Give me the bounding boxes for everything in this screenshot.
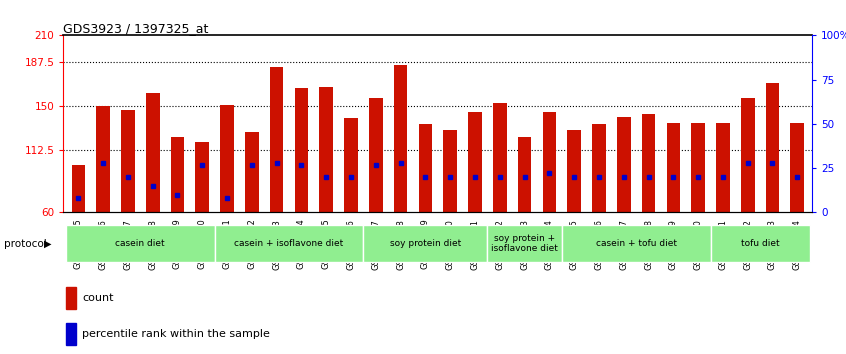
Text: protocol: protocol <box>4 239 47 249</box>
Bar <box>667 123 680 212</box>
Bar <box>270 67 283 212</box>
Bar <box>66 225 215 262</box>
Bar <box>542 112 556 212</box>
Bar <box>468 112 482 212</box>
Text: casein + tofu diet: casein + tofu diet <box>596 239 677 248</box>
Bar <box>369 98 382 212</box>
Bar <box>487 225 562 262</box>
Text: percentile rank within the sample: percentile rank within the sample <box>82 329 271 339</box>
Bar <box>711 225 810 262</box>
Bar <box>393 65 408 212</box>
Bar <box>171 137 184 212</box>
Bar <box>766 82 779 212</box>
Bar <box>220 105 233 212</box>
Bar <box>419 124 432 212</box>
Bar <box>72 165 85 212</box>
Bar <box>121 110 135 212</box>
Bar <box>65 287 76 309</box>
Bar <box>493 103 507 212</box>
Text: GDS3923 / 1397325_at: GDS3923 / 1397325_at <box>63 22 209 35</box>
Bar <box>245 132 259 212</box>
Bar <box>443 130 457 212</box>
Bar <box>146 93 160 212</box>
Bar <box>562 225 711 262</box>
Text: soy protein diet: soy protein diet <box>390 239 461 248</box>
Bar <box>320 87 333 212</box>
Bar <box>215 225 364 262</box>
Text: casein + isoflavone diet: casein + isoflavone diet <box>234 239 343 248</box>
Bar <box>790 123 804 212</box>
Bar <box>518 137 531 212</box>
Bar <box>592 124 606 212</box>
Text: soy protein +
isoflavone diet: soy protein + isoflavone diet <box>492 234 558 253</box>
Bar <box>294 88 308 212</box>
Bar <box>364 225 487 262</box>
Bar <box>716 123 730 212</box>
Bar <box>65 323 76 345</box>
Text: casein diet: casein diet <box>116 239 165 248</box>
Bar <box>568 130 581 212</box>
Bar <box>741 98 755 212</box>
Bar <box>642 114 656 212</box>
Bar <box>96 106 110 212</box>
Text: tofu diet: tofu diet <box>741 239 779 248</box>
Text: ▶: ▶ <box>44 239 52 249</box>
Bar <box>691 123 705 212</box>
Bar <box>617 117 630 212</box>
Text: count: count <box>82 293 114 303</box>
Bar <box>344 118 358 212</box>
Bar <box>195 142 209 212</box>
